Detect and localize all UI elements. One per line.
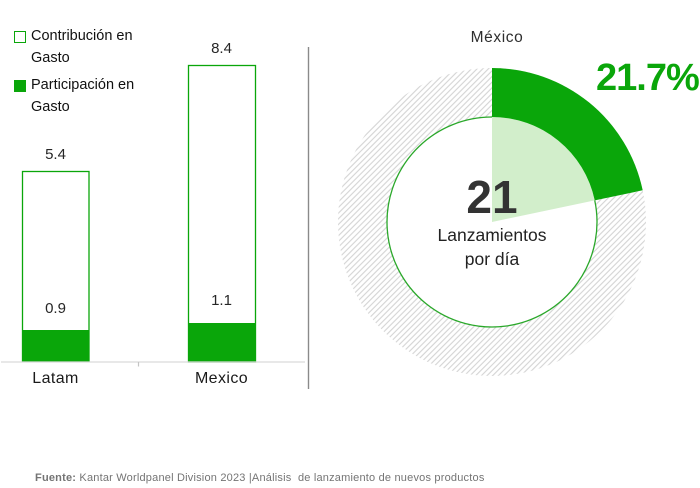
outlined-square-swatch-icon — [14, 31, 26, 43]
value-label-mexico-green: 1.1 — [211, 292, 232, 309]
legend-item-contribucion: Contribución en Gasto — [14, 26, 164, 69]
category-label-latam: Latam — [32, 370, 79, 387]
source-note: Fuente: Kantar Worldpanel Division 2023 … — [22, 460, 485, 488]
legend-label: Participación en Gasto — [31, 77, 135, 115]
bar-latam-contribucion — [21, 170, 90, 363]
legend-item-participacion: Participación en Gasto — [14, 75, 164, 118]
donut-center-caption-line2: por día — [464, 248, 520, 269]
donut-center-caption: Lanzamientos por día — [438, 224, 547, 271]
donut-chart — [338, 68, 646, 376]
donut-green-arc-21.7pct — [492, 68, 643, 201]
source-note-prefix: Fuente: — [35, 472, 77, 484]
donut-title: México — [470, 29, 524, 46]
donut-inner-circle-outline — [386, 116, 598, 328]
donut-inner-light-wedge — [492, 117, 595, 222]
filled-square-swatch-icon — [14, 80, 26, 92]
bar-mexico-contribucion — [187, 64, 257, 363]
donut-percent-label: 21.7% — [596, 57, 700, 99]
bar-latam-participacion — [22, 330, 89, 362]
donut-center-caption-line1: Lanzamientos — [437, 225, 547, 245]
category-label-mexico: Mexico — [194, 370, 249, 387]
bar-mexico-participacion — [188, 323, 256, 362]
source-note-text: Kantar Worldpanel Division 2023 |Análisi… — [76, 472, 485, 484]
donut-center-value: 21 — [466, 171, 518, 223]
bar-chart — [1, 64, 305, 367]
value-label-latam-total: 5.4 — [45, 146, 66, 163]
value-label-latam-green: 0.9 — [45, 300, 66, 317]
legend-label: Contribución en Gasto — [31, 28, 133, 66]
value-label-mexico-total: 8.4 — [211, 40, 232, 57]
